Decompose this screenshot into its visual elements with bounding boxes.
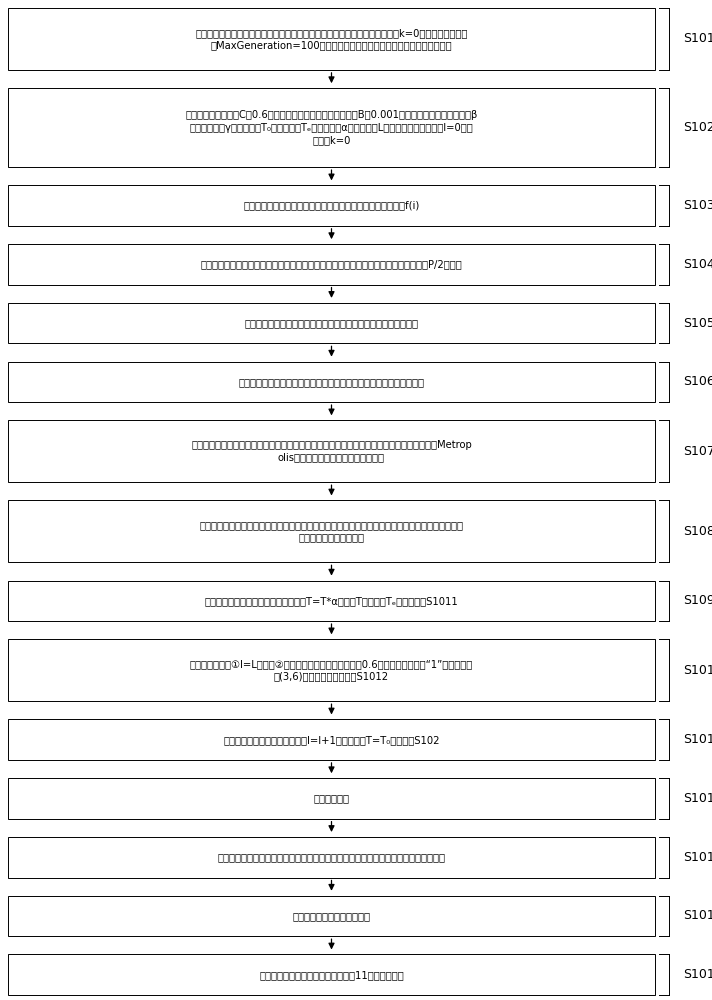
Text: S1013: S1013 [683, 851, 712, 864]
Bar [8, 719, 655, 760]
Text: S103: S103 [683, 199, 712, 212]
Bar [8, 88, 655, 167]
Bar [8, 639, 655, 701]
Text: S105: S105 [683, 317, 712, 330]
Text: 降温控制：利用降温策略修改初始温度T=T*α；判断T是否大于Tₑ，否则执行S1011: 降温控制：利用降温策略修改初始温度T=T*α；判断T是否大于Tₑ，否则执行S10… [204, 596, 459, 606]
Text: S101: S101 [683, 32, 712, 45]
Text: S1011: S1011 [683, 733, 712, 746]
Text: 评价函数：根据个体适应度函数计算种群中每个个体的适应度f(i): 评价函数：根据个体适应度函数计算种群中每个个体的适应度f(i) [244, 201, 419, 211]
Text: 终止条件判断：①l=L时候；②当种群中全部的适应度都大于0.6，并且连续标识为“1”的数量在区
间(3,6)时跳出循环；跳转至S1012: 终止条件判断：①l=L时候；②当种群中全部的适应度都大于0.6，并且连续标识为“… [190, 659, 473, 681]
Text: 选择操作：将选择算子作用于种群，从种群中选出任意两个个体作为一个对父代，形成P/2组父代: 选择操作：将选择算子作用于种群，从种群中选出任意两个个体作为一个对父代，形成P/… [201, 259, 462, 269]
Bar [8, 778, 655, 819]
Text: S1012: S1012 [683, 792, 712, 805]
Text: S104: S104 [683, 258, 712, 271]
Text: 将结果同临时最优解空间中的临时最优解进行比较，选择适应度高的解添加到新种群中: 将结果同临时最优解空间中的临时最优解进行比较，选择适应度高的解添加到新种群中 [217, 852, 446, 862]
Text: 输出优化结果: 输出优化结果 [313, 793, 350, 803]
Text: 变异操作：根据变异率和变异率系数随机的改变父代中基因位的基因値: 变异操作：根据变异率和变异率系数随机的改变父代中基因位的基因値 [239, 377, 424, 387]
Text: 设置参数：交叉概率C为0.6，交叉方式为单点交叉；变异概率B为0.001执行交叉变异，交叉率系数β
，变异率系数γ，初始温度T₀和终止温度Tₑ，降温系数α，升温: 设置参数：交叉概率C为0.6，交叉方式为单点交叉；变异概率B为0.001执行交叉… [185, 110, 478, 145]
Text: S1015: S1015 [683, 968, 712, 981]
Bar [8, 420, 655, 482]
Text: S109: S109 [683, 594, 712, 607]
Bar [8, 8, 655, 70]
Text: S1010: S1010 [683, 664, 712, 677]
Text: S1014: S1014 [683, 909, 712, 922]
Text: S102: S102 [683, 121, 712, 134]
Bar [8, 581, 655, 621]
Text: 结束编译：生成的最优解结果: 结束编译：生成的最优解结果 [293, 911, 370, 921]
Bar [8, 362, 655, 402]
Bar [8, 500, 655, 562]
Text: 临时最优解处理：多次降温操作种群中个体是否发生变化，如果没有发生变化则将未发生变化的个体
添加至临时最优解空间中: 临时最优解处理：多次降温操作种群中个体是否发生变化，如果没有发生变化则将未发生变… [199, 520, 464, 543]
Text: 反编译：根据原始字串的长度，截取11位，输出结果: 反编译：根据原始字串的长度，截取11位，输出结果 [259, 970, 404, 980]
Text: 交叉操作：利用交叉率和交叉率系数对每一对个体交换部分染色体: 交叉操作：利用交叉率和交叉率系数对每一对个体交换部分染色体 [244, 318, 419, 328]
Bar [8, 896, 655, 936]
Text: S106: S106 [683, 375, 712, 388]
Bar [8, 244, 655, 285]
Text: S108: S108 [683, 525, 712, 538]
Text: 生成新的种群：经过选择、交叉、变异生成了新的子代，计算子代中每个个体的适应度，根据Metrop
olis准则进行筛选最优解，形成新种群: 生成新的种群：经过选择、交叉、变异生成了新的子代，计算子代中每个个体的适应度，根… [191, 440, 472, 462]
Bar [8, 837, 655, 878]
Bar [8, 303, 655, 343]
Text: 初始化编码串，利用随机数据补全剩余位数，生成新的字串，设置代数计数器k=0；设置最大进化代
数MaxGeneration=100，根据以上定义的编码方式，将全部: 初始化编码串，利用随机数据补全剩余位数，生成新的字串，设置代数计数器k=0；设置… [195, 28, 468, 50]
Text: S107: S107 [683, 445, 712, 458]
Bar [8, 954, 655, 995]
Bar [8, 185, 655, 226]
Text: 多次升温操作：进行升温操作，l=l+1，初始温度T=T₀，跳转至S102: 多次升温操作：进行升温操作，l=l+1，初始温度T=T₀，跳转至S102 [224, 735, 440, 745]
